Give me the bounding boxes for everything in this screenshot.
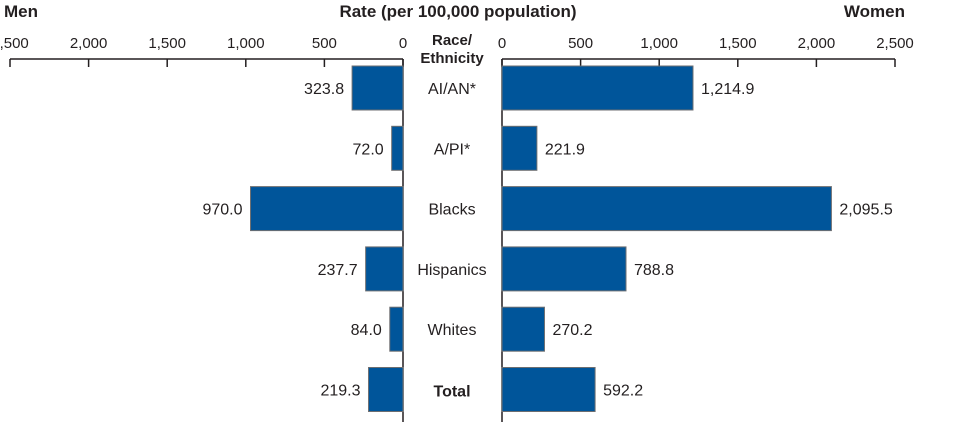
men-bar [351,65,404,111]
left-tick-label: 500 [312,35,337,52]
right-tick-label: 2,500 [876,35,914,52]
left-tick-label: 2,000 [70,35,108,52]
left-label: Men [4,2,38,21]
category-label: Total [433,384,470,401]
women-data-label: 221.9 [545,141,585,158]
category-label: Whites [428,322,477,339]
women-data-label: 1,214.9 [701,81,754,98]
men-bar [368,367,404,412]
left-tick-label: 1,000 [227,35,265,52]
women-bar [501,186,832,232]
category-label: A/PI* [434,141,470,158]
right-tick-label: 1,000 [640,35,678,52]
men-data-label: 72.0 [353,141,384,158]
category-label: Hispanics [417,262,486,279]
left-tick-label: 0 [399,35,407,52]
men-bar [250,186,404,232]
category-header-line1: Race/ [432,32,473,49]
men-data-label: 237.7 [318,262,358,279]
left-tick-label: 2,500 [0,35,29,52]
chart-title: Rate (per 100,000 population) [339,2,576,21]
right-tick-label: 0 [498,35,506,52]
right-label: Women [844,2,905,21]
men-bar [391,125,404,171]
women-bar [501,367,596,412]
right-tick-label: 1,500 [719,35,757,52]
category-header-line2: Ethnicity [420,50,484,67]
women-bar [501,65,694,111]
men-data-label: 219.3 [320,383,360,400]
women-data-label: 592.2 [603,383,643,400]
men-bar [365,246,404,292]
women-bar [501,246,627,292]
men-data-label: 84.0 [351,322,382,339]
women-data-label: 270.2 [552,322,592,339]
women-data-label: 788.8 [634,262,674,279]
men-bar [389,306,404,352]
men-data-label: 323.8 [304,81,344,98]
women-bar [501,125,538,171]
men-data-label: 970.0 [202,202,242,219]
category-label: Blacks [428,202,475,219]
women-bar [501,306,545,352]
women-data-label: 2,095.5 [839,202,892,219]
category-label: AI/AN* [428,81,476,98]
left-tick-label: 1,500 [148,35,186,52]
right-tick-label: 2,000 [798,35,836,52]
right-tick-label: 500 [568,35,593,52]
